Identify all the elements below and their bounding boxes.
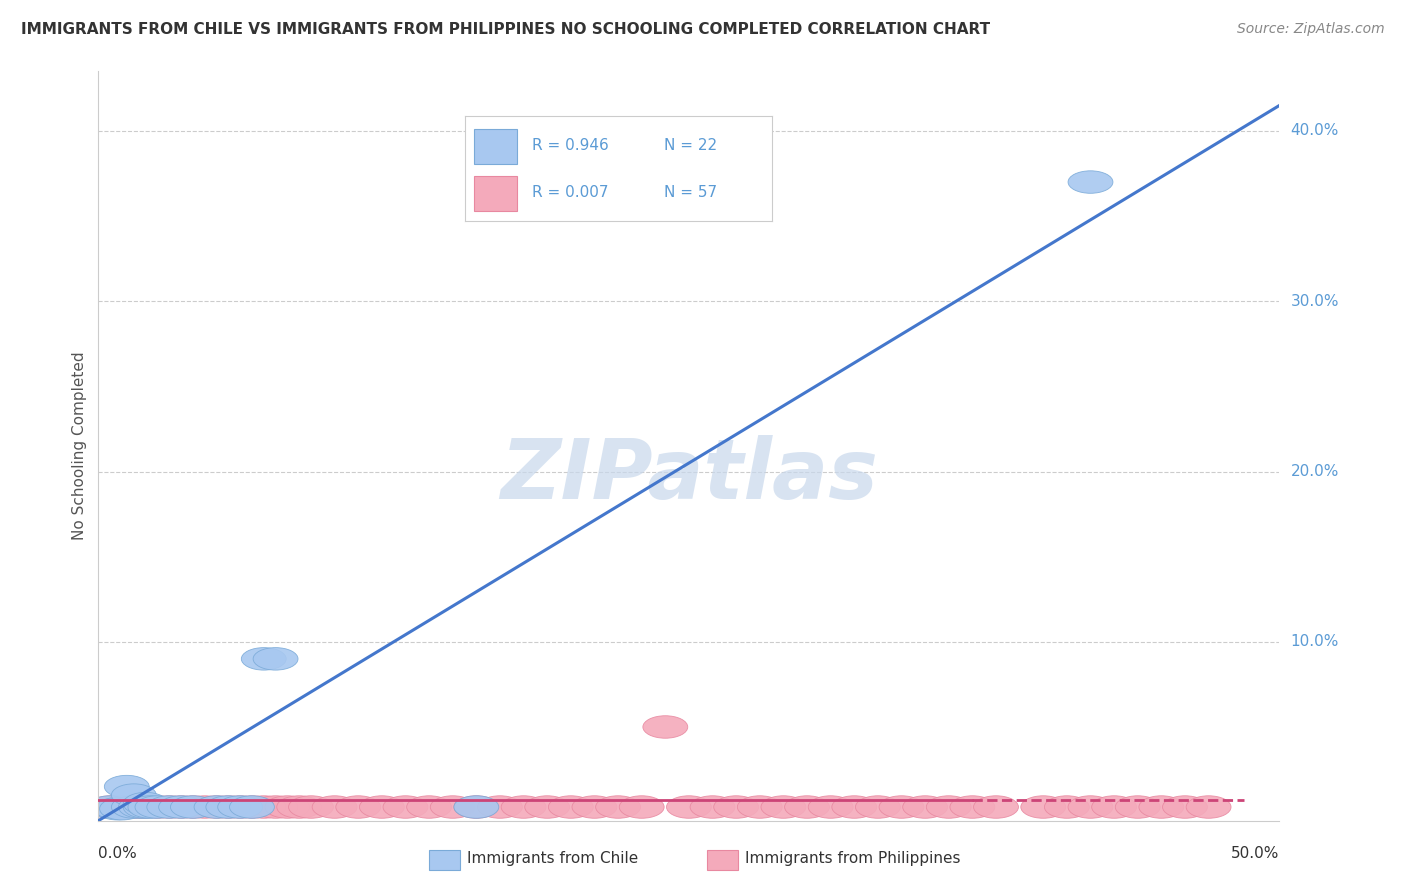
Ellipse shape xyxy=(1187,796,1232,818)
Ellipse shape xyxy=(104,775,149,797)
Ellipse shape xyxy=(100,797,145,820)
Ellipse shape xyxy=(666,796,711,818)
Text: Immigrants from Chile: Immigrants from Chile xyxy=(467,851,638,865)
Ellipse shape xyxy=(194,796,239,818)
Ellipse shape xyxy=(382,796,427,818)
Ellipse shape xyxy=(903,796,948,818)
Ellipse shape xyxy=(118,796,163,818)
Ellipse shape xyxy=(1069,796,1114,818)
Ellipse shape xyxy=(808,796,853,818)
Ellipse shape xyxy=(690,796,735,818)
Ellipse shape xyxy=(124,792,169,815)
Text: Source: ZipAtlas.com: Source: ZipAtlas.com xyxy=(1237,22,1385,37)
Ellipse shape xyxy=(430,796,475,818)
Ellipse shape xyxy=(1139,796,1184,818)
Ellipse shape xyxy=(146,796,191,818)
Ellipse shape xyxy=(785,796,830,818)
Ellipse shape xyxy=(832,796,877,818)
Ellipse shape xyxy=(406,796,451,818)
Ellipse shape xyxy=(855,796,900,818)
Ellipse shape xyxy=(135,796,180,818)
Ellipse shape xyxy=(277,796,322,818)
Ellipse shape xyxy=(218,796,263,818)
Ellipse shape xyxy=(454,796,499,818)
Ellipse shape xyxy=(1115,796,1160,818)
Ellipse shape xyxy=(572,796,617,818)
Ellipse shape xyxy=(159,796,204,818)
Ellipse shape xyxy=(761,796,806,818)
Ellipse shape xyxy=(118,796,163,818)
Ellipse shape xyxy=(737,796,782,818)
Ellipse shape xyxy=(1163,796,1208,818)
Text: ZIPatlas: ZIPatlas xyxy=(501,435,877,516)
Ellipse shape xyxy=(135,796,180,818)
Ellipse shape xyxy=(360,796,405,818)
Y-axis label: No Schooling Completed: No Schooling Completed xyxy=(72,351,87,541)
Ellipse shape xyxy=(111,796,156,818)
Ellipse shape xyxy=(619,796,664,818)
Text: Immigrants from Philippines: Immigrants from Philippines xyxy=(745,851,960,865)
Ellipse shape xyxy=(1021,796,1066,818)
Ellipse shape xyxy=(94,797,139,820)
Ellipse shape xyxy=(336,796,381,818)
Ellipse shape xyxy=(454,796,499,818)
Ellipse shape xyxy=(253,796,298,818)
Text: 10.0%: 10.0% xyxy=(1291,634,1339,649)
Ellipse shape xyxy=(128,796,173,818)
Text: 40.0%: 40.0% xyxy=(1291,123,1339,138)
Ellipse shape xyxy=(124,796,169,818)
Ellipse shape xyxy=(548,796,593,818)
Ellipse shape xyxy=(242,648,287,670)
Ellipse shape xyxy=(242,796,287,818)
Ellipse shape xyxy=(1091,796,1136,818)
Ellipse shape xyxy=(312,796,357,818)
Ellipse shape xyxy=(205,796,250,818)
Ellipse shape xyxy=(1045,796,1090,818)
Text: 0.0%: 0.0% xyxy=(98,846,138,861)
Ellipse shape xyxy=(111,784,156,806)
Ellipse shape xyxy=(973,796,1018,818)
Ellipse shape xyxy=(229,796,274,818)
Ellipse shape xyxy=(478,796,523,818)
Ellipse shape xyxy=(927,796,972,818)
Ellipse shape xyxy=(100,796,145,818)
Ellipse shape xyxy=(253,648,298,670)
Ellipse shape xyxy=(111,796,156,818)
Ellipse shape xyxy=(183,796,228,818)
Text: 20.0%: 20.0% xyxy=(1291,464,1339,479)
Ellipse shape xyxy=(714,796,759,818)
Ellipse shape xyxy=(170,796,215,818)
Text: 50.0%: 50.0% xyxy=(1232,846,1279,861)
Ellipse shape xyxy=(950,796,995,818)
Ellipse shape xyxy=(596,796,641,818)
Ellipse shape xyxy=(170,796,215,818)
Text: 30.0%: 30.0% xyxy=(1291,293,1339,309)
Ellipse shape xyxy=(501,796,546,818)
Ellipse shape xyxy=(205,796,250,818)
Ellipse shape xyxy=(124,796,169,818)
Ellipse shape xyxy=(159,796,204,818)
Ellipse shape xyxy=(87,796,132,818)
Text: IMMIGRANTS FROM CHILE VS IMMIGRANTS FROM PHILIPPINES NO SCHOOLING COMPLETED CORR: IMMIGRANTS FROM CHILE VS IMMIGRANTS FROM… xyxy=(21,22,990,37)
Ellipse shape xyxy=(218,796,263,818)
Ellipse shape xyxy=(194,796,239,818)
Ellipse shape xyxy=(879,796,924,818)
Ellipse shape xyxy=(524,796,569,818)
Ellipse shape xyxy=(146,796,191,818)
Ellipse shape xyxy=(288,796,333,818)
Ellipse shape xyxy=(643,715,688,739)
Ellipse shape xyxy=(229,796,274,818)
Ellipse shape xyxy=(94,796,139,818)
Ellipse shape xyxy=(87,796,132,818)
Ellipse shape xyxy=(264,796,309,818)
Ellipse shape xyxy=(1069,170,1114,194)
